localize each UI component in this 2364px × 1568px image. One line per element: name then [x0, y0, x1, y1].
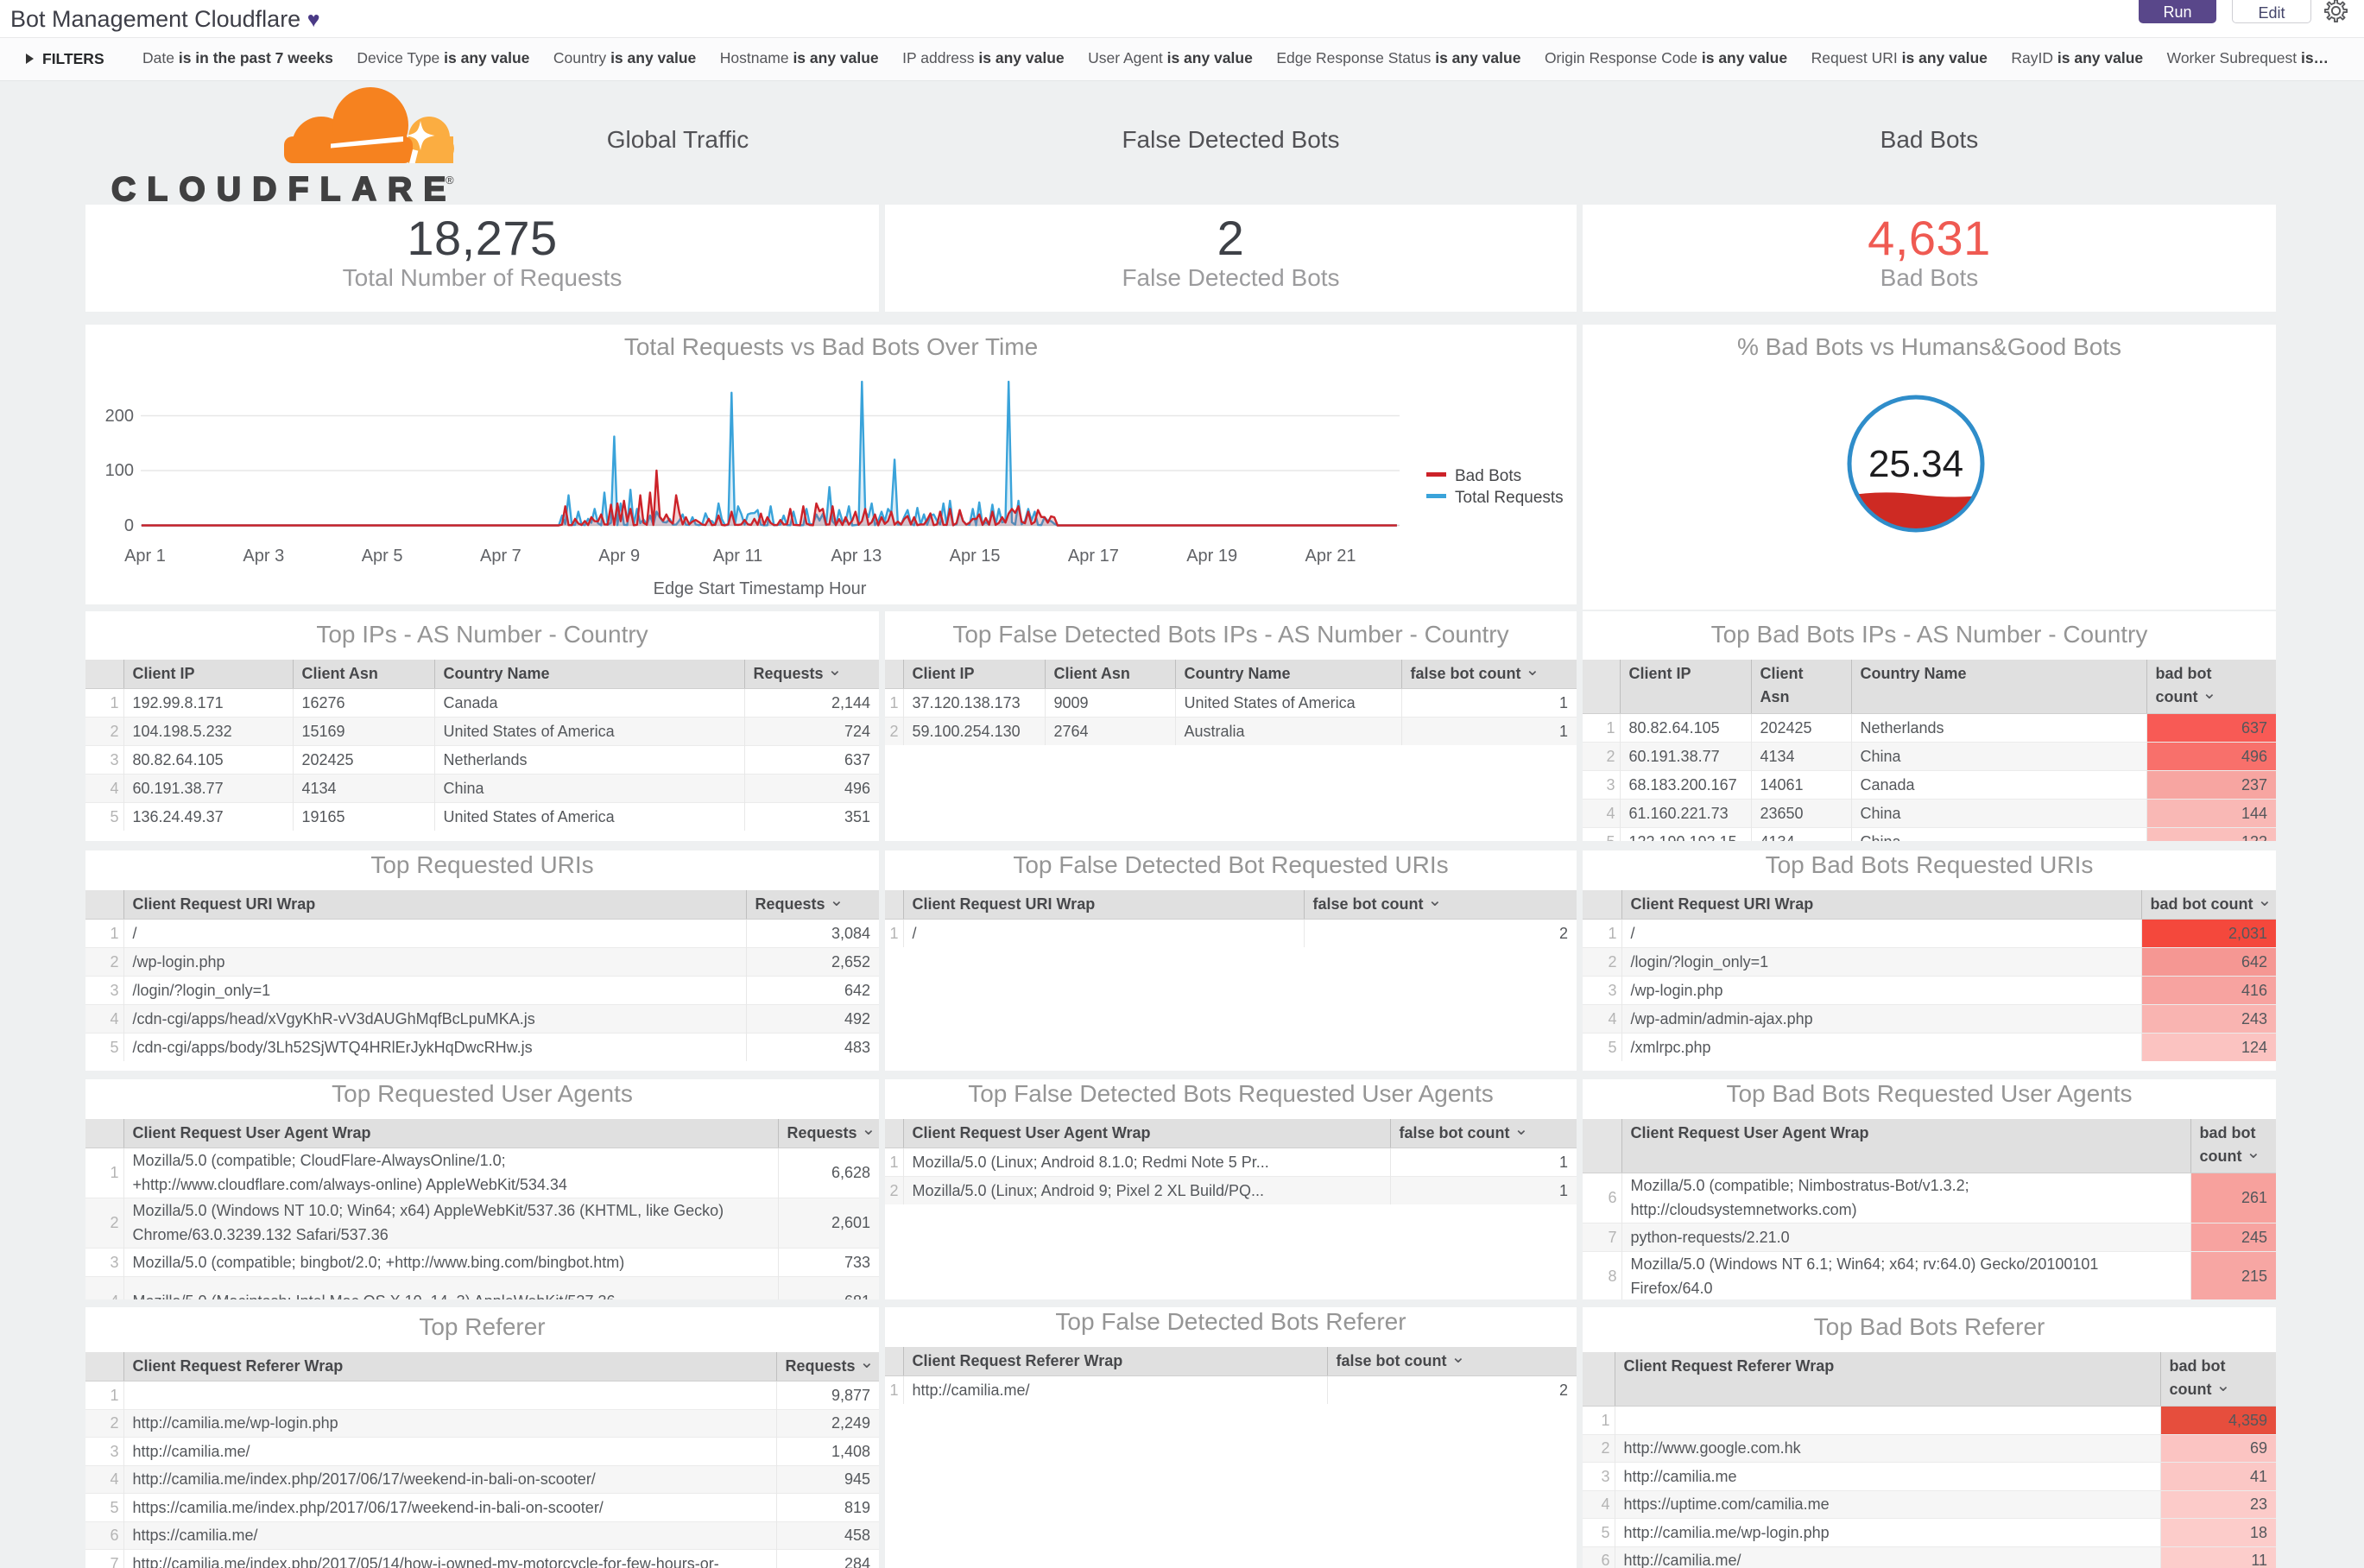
svg-text:Apr 17: Apr 17 — [1068, 547, 1119, 566]
svg-text:Apr 3: Apr 3 — [243, 547, 284, 566]
svg-text:Apr 7: Apr 7 — [480, 547, 521, 566]
svg-text:®: ® — [446, 174, 454, 187]
svg-text:Apr 19: Apr 19 — [1186, 547, 1237, 566]
svg-text:200: 200 — [105, 407, 134, 426]
svg-text:Apr 21: Apr 21 — [1305, 547, 1356, 566]
svg-text:0: 0 — [124, 516, 134, 535]
svg-text:Total Requests: Total Requests — [1455, 489, 1564, 507]
svg-text:CLOUDFLARE: CLOUDFLARE — [111, 171, 458, 204]
svg-text:Apr 15: Apr 15 — [950, 547, 1001, 566]
svg-text:Edge Start Timestamp Hour: Edge Start Timestamp Hour — [654, 579, 867, 598]
svg-text:Bad Bots: Bad Bots — [1455, 467, 1521, 485]
svg-text:25.34: 25.34 — [1868, 443, 1963, 485]
svg-text:Apr 1: Apr 1 — [124, 547, 166, 566]
svg-text:100: 100 — [105, 461, 134, 480]
svg-text:Apr 13: Apr 13 — [831, 547, 882, 566]
svg-text:Apr 11: Apr 11 — [713, 547, 762, 566]
svg-text:Apr 9: Apr 9 — [598, 547, 640, 566]
svg-text:Apr 5: Apr 5 — [362, 547, 403, 566]
